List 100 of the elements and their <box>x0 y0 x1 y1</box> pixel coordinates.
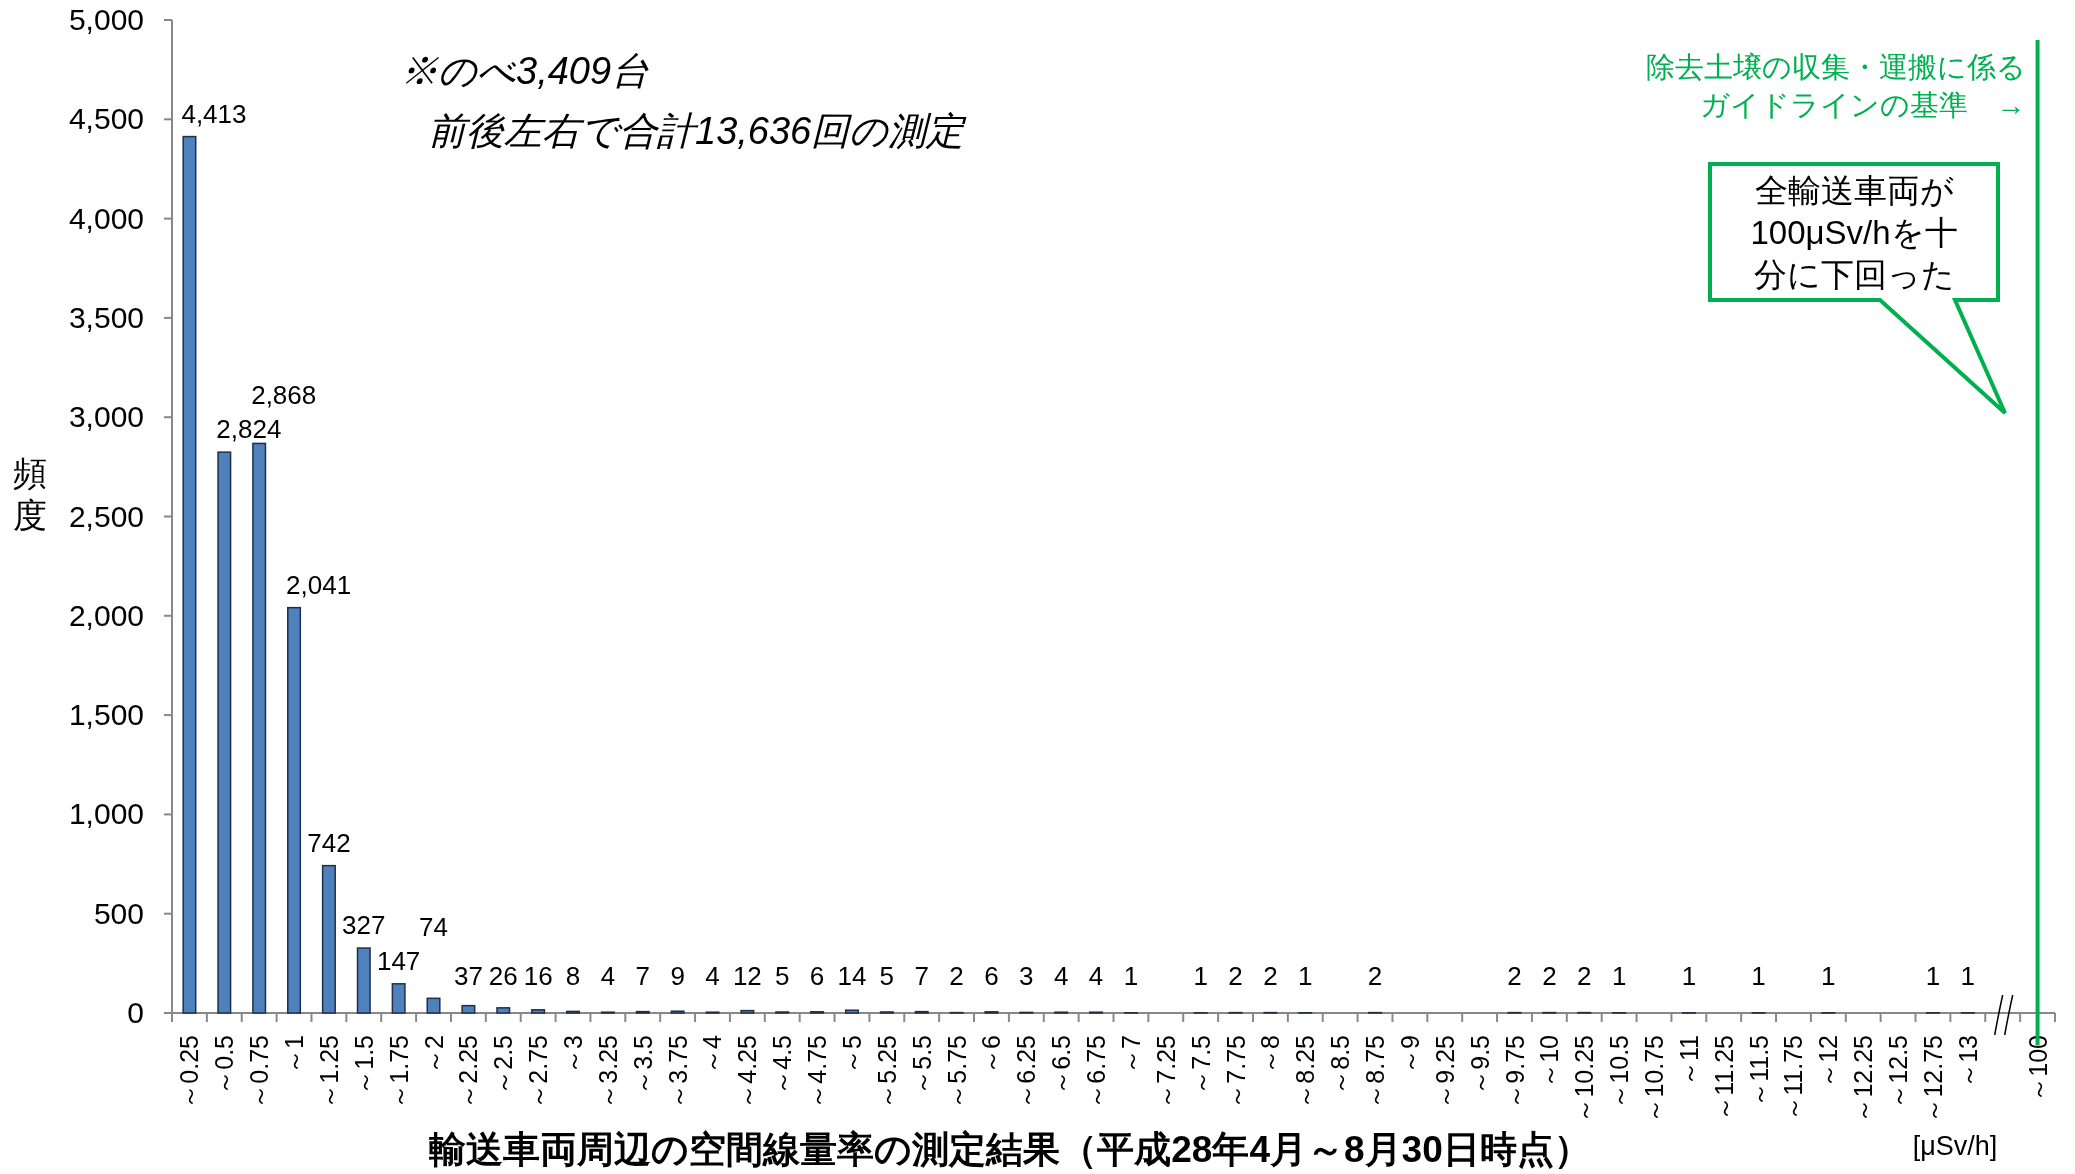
data-label: 1 <box>1681 961 1697 991</box>
annotation: 前後左右で合計13,636回の測定 <box>428 110 968 152</box>
x-tick-label: ～11.75 <box>1779 1035 1808 1121</box>
bar <box>426 997 441 1014</box>
x-tick-label: ～10.25 <box>1570 1035 1599 1123</box>
ref-line-label: 除去土壌の収集・運搬に係るガイドラインの基準 → <box>1645 51 2026 121</box>
data-label: 6 <box>809 961 825 991</box>
data-label: 4,413 <box>181 98 247 129</box>
data-label: 2 <box>1542 961 1557 991</box>
y-tick-label: 2,500 <box>68 499 144 533</box>
data-label: 1 <box>1193 961 1208 991</box>
y-tick-label: 4,500 <box>68 102 144 136</box>
bar <box>217 451 232 1014</box>
y-tick-label: 0 <box>127 996 144 1029</box>
x-tick-label: ～12 <box>1814 1035 1843 1088</box>
x-tick-label: ～6.25 <box>1012 1035 1041 1109</box>
x-tick-label: ～5.5 <box>907 1035 936 1095</box>
data-label: 7 <box>635 961 650 991</box>
data-label: 1 <box>1751 961 1766 991</box>
data-label: 1 <box>1123 961 1139 991</box>
data-label: 14 <box>837 961 867 991</box>
data-label: 7 <box>914 961 929 991</box>
x-tick-label: ～7.75 <box>1221 1035 1250 1109</box>
x-tick-label: ～6 <box>977 1035 1006 1074</box>
data-label: 16 <box>523 961 553 991</box>
data-label: 37 <box>453 961 483 991</box>
y-tick-label: 1,500 <box>68 698 144 732</box>
x-tick-label: ～0.5 <box>210 1035 239 1095</box>
x-tick-label: ～4 <box>698 1034 727 1074</box>
data-label: 5 <box>879 961 895 991</box>
data-label: 742 <box>307 827 351 858</box>
data-label: 26 <box>488 961 518 991</box>
x-tick-label: ～1.5 <box>349 1035 378 1095</box>
x-tick-label: ～3.75 <box>663 1035 692 1109</box>
x-tick-label: ～2 <box>419 1035 448 1074</box>
annotation: ※のべ3,409台 <box>400 50 650 92</box>
x-tick-label: ～2.25 <box>454 1035 483 1109</box>
y-tick-label: 3,000 <box>68 400 144 434</box>
x-tick-label: ～8.25 <box>1291 1035 1320 1109</box>
x-tick-label: ～2.5 <box>489 1035 518 1095</box>
x-tick-label: ～2.75 <box>524 1035 553 1109</box>
x-tick-label: ～1.75 <box>384 1035 413 1109</box>
x-tick-label: ～9.25 <box>1430 1035 1459 1109</box>
data-label: 1 <box>1960 961 1976 991</box>
bar <box>182 135 197 1014</box>
x-tick-label: ～13 <box>1953 1035 1982 1088</box>
x-tick-label: ～9.75 <box>1500 1035 1529 1109</box>
data-label: 12 <box>732 961 762 991</box>
bar <box>461 1004 476 1014</box>
x-tick-label: ～3 <box>559 1035 588 1074</box>
x-tick-label: ～10 <box>1535 1035 1564 1088</box>
bar <box>356 947 371 1014</box>
x-tick-label: ～9.5 <box>1465 1035 1494 1095</box>
data-label: 2 <box>1263 961 1278 991</box>
x-tick-label: ～1.25 <box>314 1035 343 1109</box>
data-label: 8 <box>565 961 581 991</box>
x-tick-label: ～11.5 <box>1744 1035 1773 1107</box>
y-tick-label: 5,000 <box>68 3 144 36</box>
bar <box>844 1009 859 1014</box>
x-tick-label: ～5 <box>837 1035 866 1074</box>
x-tick-label: ～7.5 <box>1186 1035 1215 1095</box>
y-axis-title: 頻度 <box>13 454 47 534</box>
x-tick-label: ～0.25 <box>175 1035 204 1109</box>
x-tick-label: ～6.75 <box>1082 1035 1111 1109</box>
bar <box>740 1009 755 1014</box>
data-label: 2 <box>1507 961 1522 991</box>
x-tick-label: ～4.25 <box>733 1035 762 1109</box>
y-tick-label: 500 <box>93 896 144 930</box>
data-label: 2 <box>1577 961 1592 991</box>
x-tick-label: ～9 <box>1395 1035 1424 1074</box>
data-label: 1 <box>1298 961 1313 991</box>
data-label: 327 <box>342 910 386 941</box>
x-tick-label: ～7.25 <box>1151 1035 1180 1109</box>
x-tick-label: ～11.25 <box>1709 1035 1738 1121</box>
y-tick-label: 4,000 <box>68 201 144 235</box>
x-tick-label: ～12.5 <box>1884 1035 1913 1109</box>
x-tick-label: ～6.5 <box>1047 1035 1076 1095</box>
bar <box>321 864 336 1014</box>
y-tick-label: 2,000 <box>68 598 144 632</box>
data-label: 3 <box>1019 961 1034 991</box>
x-tick-label: ～3.25 <box>593 1035 622 1109</box>
x-tick-label: ～12.75 <box>1918 1035 1947 1123</box>
data-label: 4 <box>1088 961 1104 991</box>
y-tick-label: 3,500 <box>68 300 144 334</box>
x-tick-label: ～5.75 <box>942 1035 971 1109</box>
x-tick-label: ～8 <box>1256 1035 1285 1074</box>
text: [μSv/h] <box>1912 1131 1998 1161</box>
data-label: 9 <box>670 961 685 991</box>
bar <box>391 983 406 1014</box>
data-label: 4 <box>705 961 720 991</box>
x-tick-label: ～1 <box>280 1035 309 1074</box>
x-tick-label: ～4.75 <box>803 1035 832 1109</box>
x-tick-label: ～100 <box>2023 1035 2052 1102</box>
bar <box>496 1007 511 1014</box>
x-tick-label: ～10.75 <box>1639 1035 1668 1123</box>
x-axis-title: 輸送車両周辺の空間線量率の測定結果（平成28年4月～8月30日時点） <box>429 1129 1591 1170</box>
data-label: 2,824 <box>216 414 282 445</box>
x-tick-label: ～3.5 <box>628 1035 657 1095</box>
x-tick-label: ～12.25 <box>1849 1035 1878 1123</box>
data-label: 1 <box>1611 961 1627 991</box>
